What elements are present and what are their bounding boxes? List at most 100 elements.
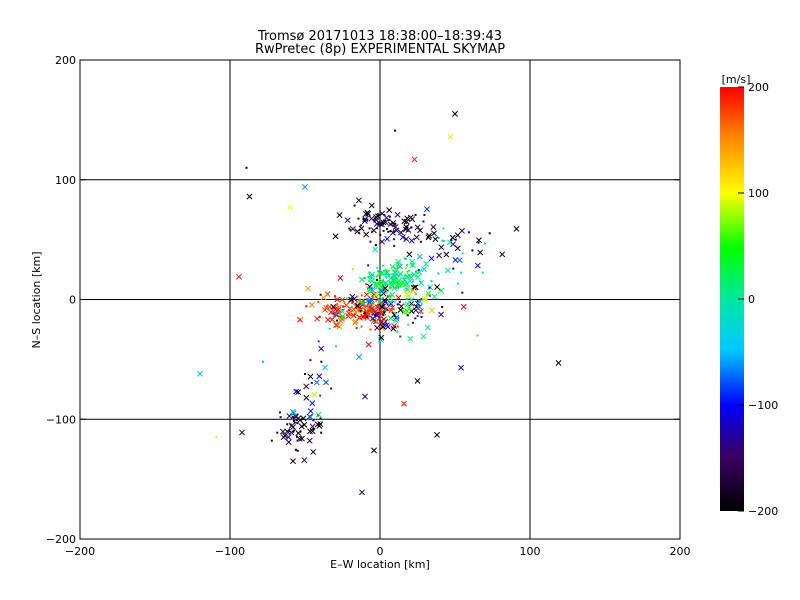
data-point-dot — [439, 288, 442, 291]
data-point-x — [426, 232, 433, 239]
data-point-dot — [404, 267, 407, 270]
y-tick-label: −200 — [46, 533, 76, 546]
data-point-dot — [392, 224, 395, 227]
data-point-x — [236, 273, 242, 280]
data-point-dot — [380, 272, 383, 275]
data-point-dot — [320, 360, 323, 363]
data-point-dot — [471, 249, 474, 252]
data-point-dot — [279, 416, 282, 419]
data-point-x — [460, 303, 467, 310]
data-point-dot — [386, 308, 389, 311]
data-point-dot — [397, 286, 400, 289]
data-point-x — [336, 304, 343, 311]
data-point-x — [386, 207, 393, 214]
data-point-x — [306, 437, 313, 444]
data-point-x — [303, 383, 310, 390]
data-point-x — [382, 285, 389, 292]
data-point-dot — [384, 275, 387, 278]
data-point-dot — [339, 311, 342, 314]
data-point-dot — [348, 227, 351, 230]
data-point-dot — [419, 240, 422, 243]
data-point-x — [363, 231, 370, 238]
data-point-x — [392, 270, 399, 277]
y-axis-label: N–S location [km] — [30, 251, 43, 348]
data-point-x — [406, 251, 413, 258]
data-point-dot — [399, 335, 402, 338]
data-point-x — [307, 408, 314, 415]
data-point-dot — [373, 219, 376, 222]
data-point-dot — [396, 316, 399, 319]
data-point-x — [288, 429, 295, 436]
data-point-dot — [406, 270, 409, 273]
data-point-x — [429, 307, 435, 314]
data-point-dot — [328, 327, 331, 330]
data-point-x — [413, 234, 420, 241]
data-point-dot — [335, 345, 338, 348]
data-point-x — [377, 297, 384, 304]
data-point-dot — [291, 415, 294, 418]
data-point-x — [431, 230, 437, 237]
data-point-x — [322, 306, 328, 313]
data-point-dot — [395, 287, 398, 290]
data-point-x — [416, 303, 423, 310]
data-point-dot — [355, 327, 358, 330]
data-point-x — [359, 300, 366, 307]
data-point-dot — [383, 213, 386, 216]
data-point-x — [330, 303, 337, 310]
data-point-x — [390, 219, 397, 226]
data-point-dot — [423, 213, 426, 216]
data-point-x — [417, 308, 424, 315]
data-point-x — [397, 307, 404, 313]
data-point-x — [334, 296, 341, 303]
colorbar-tick-label: 100 — [748, 187, 769, 200]
data-point-x — [409, 258, 416, 265]
data-point-dot — [374, 244, 377, 247]
data-point-dot — [381, 285, 384, 288]
data-point-x — [290, 458, 296, 465]
data-point-x — [378, 287, 385, 294]
data-point-x — [411, 156, 418, 163]
data-point-dot — [420, 316, 423, 319]
x-tick-label: 100 — [520, 545, 541, 558]
data-point-dot — [410, 263, 413, 266]
data-point-dot — [342, 308, 345, 311]
data-point-dot — [461, 252, 464, 255]
data-point-dot — [417, 268, 420, 271]
data-point-x — [421, 266, 428, 273]
data-point-dot — [405, 264, 408, 267]
data-point-dot — [408, 269, 411, 272]
data-point-dot — [459, 271, 462, 274]
data-point-dot — [353, 204, 356, 207]
data-point-x — [450, 241, 457, 248]
data-point-dot — [377, 303, 380, 306]
data-point-x — [395, 294, 402, 301]
data-point-x — [449, 234, 456, 241]
data-point-x — [369, 271, 375, 278]
data-point-x — [397, 229, 404, 236]
data-point-dot — [333, 313, 336, 316]
data-point-x — [400, 279, 407, 286]
data-point-x — [316, 373, 323, 380]
data-point-x — [454, 232, 461, 239]
data-point-dot — [385, 227, 388, 230]
data-point-x — [325, 316, 331, 323]
data-point-dot — [299, 430, 302, 433]
data-point-dot — [278, 411, 281, 414]
data-point-dot — [411, 264, 414, 267]
y-tick-label: 200 — [55, 54, 76, 67]
data-point-x — [401, 400, 407, 407]
data-point-dot — [403, 303, 406, 306]
data-point-x — [369, 315, 376, 322]
data-point-x — [318, 345, 325, 352]
data-point-x — [424, 206, 430, 213]
chart-subtitle: RwPretec (8p) EXPERIMENTAL SKYMAP — [255, 42, 505, 57]
data-point-x — [432, 236, 439, 243]
data-point-x — [385, 273, 392, 280]
data-point-x — [355, 197, 362, 204]
data-point-x — [239, 429, 245, 436]
data-point-x — [368, 305, 375, 312]
data-point-dot — [371, 230, 374, 233]
data-point-dot — [416, 299, 419, 302]
data-point-x — [399, 234, 406, 241]
chart-title: Tromsø 20171013 18:38:00–18:39:43 — [257, 29, 502, 44]
